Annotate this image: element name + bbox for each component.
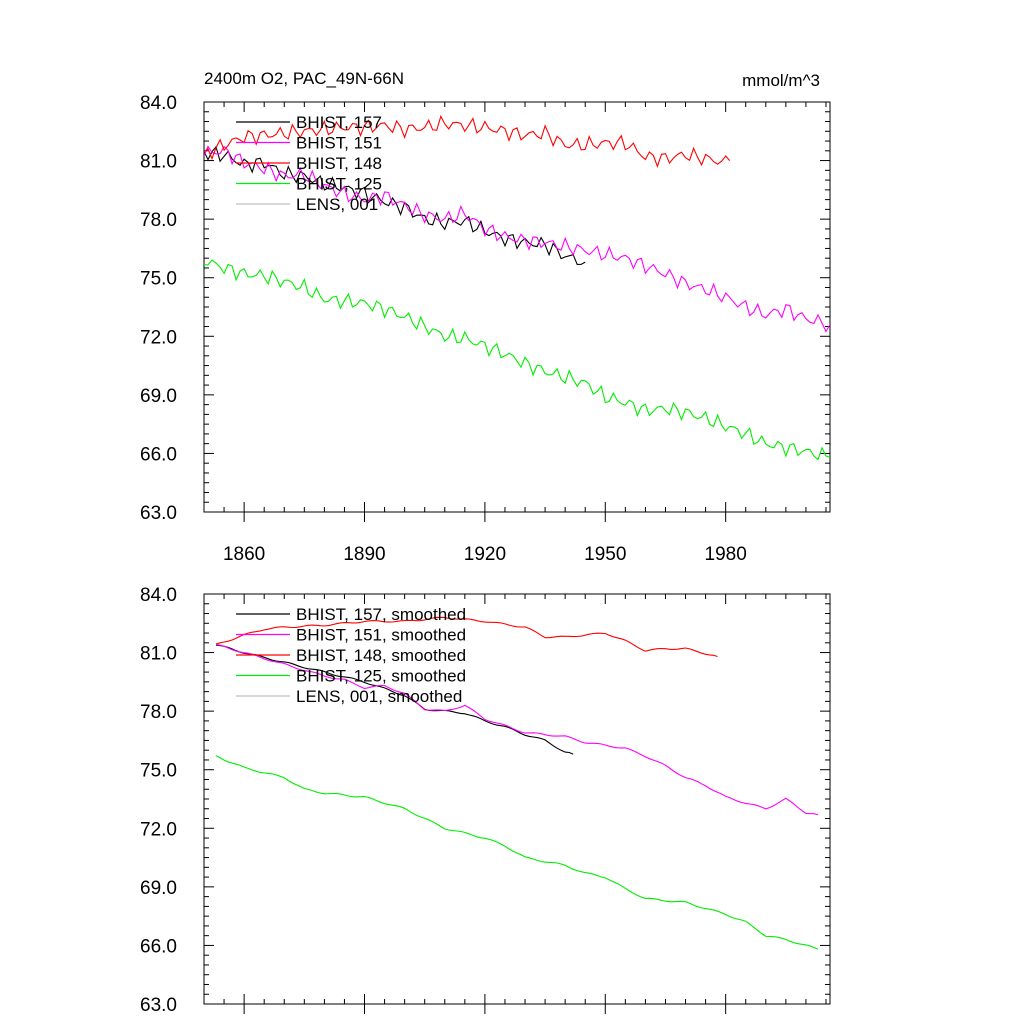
x-tick-label: 1860	[223, 544, 265, 565]
bottom-panel: 63.0 66.0 69.0 72.0 75.0 78.0 81.0 84.0 BHIST, 1…	[140, 585, 831, 1016]
y-tick-label: 81.0	[140, 152, 177, 173]
series-line-bhist-151	[204, 145, 830, 333]
y-tick-label: 72.0	[140, 327, 177, 348]
x-tick-label: 1980	[705, 544, 747, 565]
series-line-bhist-125	[204, 259, 830, 461]
legend-label: LENS, 001	[296, 195, 378, 214]
legend-label: BHIST, 157, smoothed	[296, 605, 466, 624]
y-tick-label: 84.0	[140, 93, 177, 114]
y-tick-label: 63.0	[140, 995, 177, 1016]
series-line-bhist-157-smoothed	[215, 644, 574, 755]
y-tick-label: 69.0	[140, 878, 177, 899]
y-tick-label: 84.0	[140, 585, 177, 606]
chart-title: 2400m O2, PAC_49N-66N	[204, 69, 404, 88]
legend-label: BHIST, 151, smoothed	[296, 626, 466, 645]
y-tick-label: 63.0	[140, 503, 177, 524]
x-tick-label: 1950	[584, 544, 626, 565]
series-line-bhist-148-smoothed	[215, 616, 718, 658]
y-tick-label: 75.0	[140, 761, 177, 782]
legend-label: BHIST, 125, smoothed	[296, 667, 466, 686]
y-tick-label: 78.0	[140, 210, 177, 231]
x-tick-label: 1920	[464, 544, 506, 565]
y-tick-label: 66.0	[140, 444, 177, 465]
x-tick-label: 1890	[343, 544, 385, 565]
legend-label: BHIST, 125	[296, 175, 382, 194]
legend-label: BHIST, 148	[296, 154, 382, 173]
series-line-bhist-151-smoothed	[215, 643, 819, 816]
top-panel: 63.0 66.0 69.0 72.0 75.0 78.0 81.0 84.0 1860 1890…	[140, 93, 831, 565]
chart-unit-label: mmol/m^3	[742, 71, 820, 90]
legend-label: BHIST, 151	[296, 134, 382, 153]
y-tick-label: 75.0	[140, 269, 177, 290]
y-tick-label: 72.0	[140, 819, 177, 840]
y-tick-label: 81.0	[140, 644, 177, 665]
series-line-bhist-148	[204, 114, 731, 168]
series-line-bhist-125-smoothed	[215, 755, 819, 950]
legend-label: BHIST, 148, smoothed	[296, 646, 466, 665]
y-tick-label: 78.0	[140, 702, 177, 723]
y-tick-label: 69.0	[140, 386, 177, 407]
legend-label: LENS, 001, smoothed	[296, 687, 462, 706]
legend-label: BHIST, 157	[296, 113, 382, 132]
y-tick-label: 66.0	[140, 936, 177, 957]
